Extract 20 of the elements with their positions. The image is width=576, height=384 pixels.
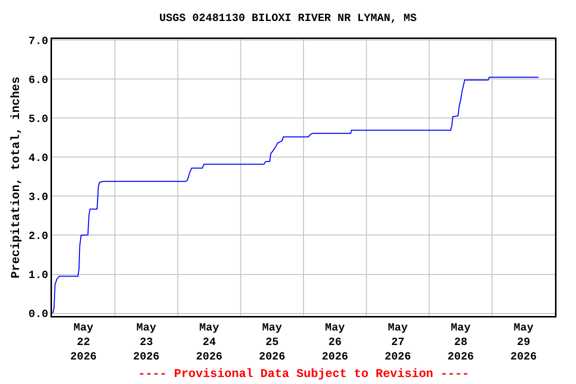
x-tick-label: May 25 2026	[258, 322, 286, 364]
y-axis-title: Precipitation, total, inches	[9, 76, 24, 278]
y-tick-label: 5.0	[28, 114, 48, 126]
y-tick-label: 1.0	[28, 270, 48, 282]
x-tick-label: May 28 2026	[447, 322, 474, 364]
line-series	[52, 76, 539, 314]
x-tick-label: May 29 2026	[510, 322, 537, 364]
x-tick-label: May 22 2026	[70, 322, 97, 364]
x-tick-label: May 23 2026	[133, 322, 160, 364]
text: ---- Provisional Data Subject to Revision ----	[138, 367, 470, 381]
x-tick-label: May 24 2026	[196, 322, 222, 364]
x-tick-label: May 27 2026	[384, 322, 412, 364]
chart-title: USGS 02481130 BILOXI RIVER NR LYMAN, MS	[159, 13, 418, 26]
y-tick-label: 2.0	[28, 231, 48, 244]
y-tick-label: 0.0	[28, 309, 48, 322]
x-tick-label: May 26 2026	[322, 322, 348, 364]
y-tick-label: 3.0	[28, 192, 48, 204]
y-tick-label: 4.0	[28, 153, 48, 166]
y-tick-label: 6.0	[28, 75, 48, 88]
y-tick-label: 7.0	[28, 36, 48, 48]
